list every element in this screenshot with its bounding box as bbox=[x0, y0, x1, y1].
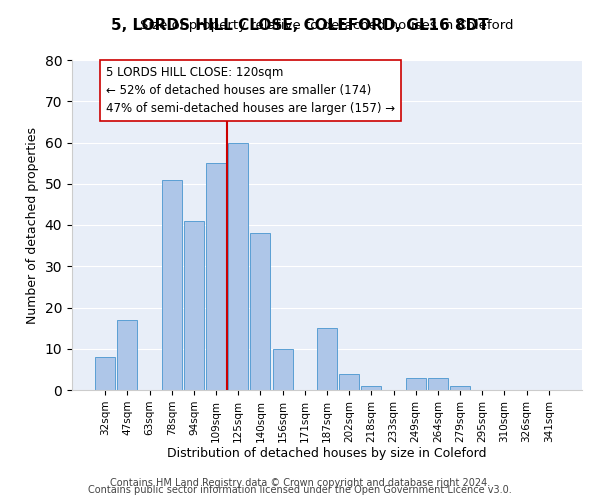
X-axis label: Distribution of detached houses by size in Coleford: Distribution of detached houses by size … bbox=[167, 448, 487, 460]
Bar bbox=[206, 163, 226, 390]
Bar bbox=[250, 233, 271, 390]
Text: 5, LORDS HILL CLOSE, COLEFORD, GL16 8DT: 5, LORDS HILL CLOSE, COLEFORD, GL16 8DT bbox=[111, 18, 489, 32]
Bar bbox=[95, 357, 115, 390]
Bar bbox=[162, 180, 182, 390]
Bar bbox=[317, 328, 337, 390]
Bar bbox=[450, 386, 470, 390]
Bar bbox=[339, 374, 359, 390]
Bar bbox=[228, 142, 248, 390]
Bar bbox=[118, 320, 137, 390]
Bar bbox=[428, 378, 448, 390]
Title: Size of property relative to detached houses in Coleford: Size of property relative to detached ho… bbox=[140, 20, 514, 32]
Text: 5 LORDS HILL CLOSE: 120sqm
← 52% of detached houses are smaller (174)
47% of sem: 5 LORDS HILL CLOSE: 120sqm ← 52% of deta… bbox=[106, 66, 395, 115]
Bar bbox=[184, 221, 204, 390]
Text: Contains HM Land Registry data © Crown copyright and database right 2024.: Contains HM Land Registry data © Crown c… bbox=[110, 478, 490, 488]
Bar bbox=[406, 378, 426, 390]
Text: Contains public sector information licensed under the Open Government Licence v3: Contains public sector information licen… bbox=[88, 485, 512, 495]
Y-axis label: Number of detached properties: Number of detached properties bbox=[26, 126, 39, 324]
Bar bbox=[361, 386, 382, 390]
Bar bbox=[272, 349, 293, 390]
